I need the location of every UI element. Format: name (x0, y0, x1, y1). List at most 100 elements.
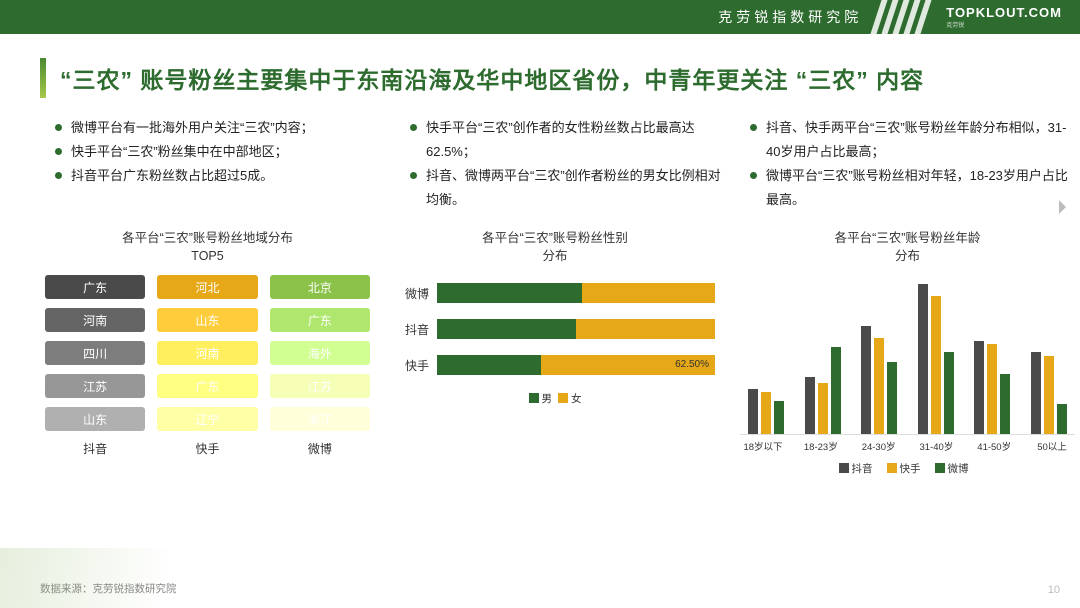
region-cell: 河南 (45, 308, 145, 332)
bullet-item: 快手平台“三农”粉丝集中在中部地区； (55, 140, 390, 164)
chart-region-top5: 各平台“三农”账号粉丝地域分布 TOP5 广东河北北京河南山东广东四川河南海外江… (45, 230, 370, 476)
gender-bar-track (437, 319, 715, 339)
institute-name: 克劳锐指数研究院 (718, 7, 862, 27)
gender-bar-row: 抖音 (395, 319, 715, 339)
age-bar (944, 352, 954, 435)
gender-seg-female (582, 283, 715, 303)
age-bar (918, 284, 928, 434)
chart3-title: 各平台“三农”账号粉丝年龄 分布 (740, 230, 1075, 265)
gender-seg-female (576, 319, 715, 339)
region-col-label: 抖音 (45, 437, 145, 459)
legend-item: 男 (529, 391, 553, 406)
gender-bar-row: 微博 (395, 283, 715, 303)
region-cell: 海外 (270, 341, 370, 365)
age-bar (818, 383, 828, 434)
age-bar-plot (740, 275, 1075, 435)
legend-item: 微博 (935, 461, 969, 476)
region-cell: 广东 (45, 275, 145, 299)
age-bar (1031, 352, 1041, 435)
region-table: 广东河北北京河南山东广东四川河南海外江苏广东江苏山东辽宁浙江 (45, 275, 370, 431)
gender-bar-label: 微博 (395, 285, 437, 302)
region-cell: 浙江 (270, 407, 370, 431)
bullet-item: 微博平台有一批海外用户关注“三农”内容； (55, 116, 390, 140)
region-col-labels: 抖音快手微博 (45, 435, 370, 459)
region-cell: 辽宁 (157, 407, 257, 431)
gender-bar-track (437, 283, 715, 303)
chart-age-grouped: 各平台“三农”账号粉丝年龄 分布 18岁以下18-23岁24-30岁31-40岁… (740, 230, 1075, 476)
data-source: 数据来源：克劳锐指数研究院 (40, 581, 177, 596)
bullets-col-1: 微博平台有一批海外用户关注“三农”内容；快手平台“三农”粉丝集中在中部地区；抖音… (55, 116, 390, 212)
age-bar (931, 296, 941, 434)
age-bar (805, 377, 815, 434)
bullets-col-3: 抖音、快手两平台“三农”账号粉丝年龄分布相似，31-40岁用户占比最高；微博平台… (750, 116, 1080, 212)
bullet-item: 抖音平台广东粉丝数占比超过5成。 (55, 164, 390, 188)
age-bar (761, 392, 771, 434)
bullets-grid: 微博平台有一批海外用户关注“三农”内容；快手平台“三农”粉丝集中在中部地区；抖音… (0, 106, 1080, 220)
age-bar-group (1027, 352, 1071, 435)
gender-bar-row: 快手 62.50% (395, 355, 715, 375)
age-bar-group (801, 347, 845, 434)
legend-item: 女 (558, 391, 582, 406)
age-bar-group (970, 341, 1014, 434)
page-number: 10 (1048, 584, 1060, 596)
region-col-label: 快手 (157, 437, 257, 459)
age-bar (748, 389, 758, 434)
gender-bar-label: 抖音 (395, 321, 437, 338)
age-bar (1044, 356, 1054, 434)
bullet-item: 抖音、微博两平台“三农”创作者粉丝的男女比例相对均衡。 (410, 164, 730, 212)
age-bar (874, 338, 884, 434)
bullet-item: 微博平台“三农”账号粉丝相对年轻，18-23岁用户占比最高。 (750, 164, 1080, 212)
gender-bar-anno: 62.50% (675, 355, 709, 375)
chart1-title: 各平台“三农”账号粉丝地域分布 TOP5 (45, 230, 370, 265)
stripe-decor (871, 0, 932, 34)
gender-bar-label: 快手 (395, 357, 437, 374)
gender-seg-male (437, 319, 576, 339)
gender-seg-male (437, 283, 582, 303)
gender-bar-track: 62.50% (437, 355, 715, 375)
legend-item: 快手 (887, 461, 921, 476)
age-xaxis: 18岁以下18-23岁24-30岁31-40岁41-50岁50以上 (740, 435, 1075, 453)
age-xaxis-label: 18岁以下 (740, 439, 786, 453)
age-bar (974, 341, 984, 434)
chart3-legend: 抖音快手微博 (740, 461, 1075, 476)
region-cell: 河南 (157, 341, 257, 365)
page-headline: “三农” 账号粉丝主要集中于东南沿海及华中地区省份，中青年更关注 “三农” 内容 (60, 61, 924, 95)
region-col-label: 微博 (270, 437, 370, 459)
region-cell: 河北 (157, 275, 257, 299)
brand-logo: TOPKLOUT.COM 克劳锐 (940, 0, 1068, 34)
chart-gender-stacked: 各平台“三农”账号粉丝性别 分布 微博抖音快手 62.50% 男女 (395, 230, 715, 476)
age-xaxis-label: 18-23岁 (798, 439, 844, 453)
top-bar: 克劳锐指数研究院 TOPKLOUT.COM 克劳锐 (0, 0, 1080, 34)
age-bar (987, 344, 997, 434)
gender-bars: 微博抖音快手 62.50% (395, 283, 715, 375)
region-cell: 山东 (45, 407, 145, 431)
legend-item: 抖音 (839, 461, 873, 476)
gender-seg-male (437, 355, 541, 375)
age-xaxis-label: 50以上 (1029, 439, 1075, 453)
bullet-item: 快手平台“三农”创作者的女性粉丝数占比最高达62.5%； (410, 116, 730, 164)
age-xaxis-label: 31-40岁 (913, 439, 959, 453)
age-bar-group (914, 284, 958, 434)
headline-wrap: “三农” 账号粉丝主要集中于东南沿海及华中地区省份，中青年更关注 “三农” 内容 (0, 34, 1080, 106)
age-bar (887, 362, 897, 434)
chart2-legend: 男女 (395, 391, 715, 406)
headline-accent-bar (40, 58, 46, 98)
region-cell: 江苏 (45, 374, 145, 398)
age-bar-group (857, 326, 901, 434)
bullets-col-2: 快手平台“三农”创作者的女性粉丝数占比最高达62.5%；抖音、微博两平台“三农”… (410, 116, 730, 212)
logo-subtext: 克劳锐 (946, 20, 1062, 29)
age-bar (831, 347, 841, 434)
age-bar (861, 326, 871, 434)
side-arrow-icon (1059, 200, 1066, 214)
region-cell: 山东 (157, 308, 257, 332)
logo-text: TOPKLOUT.COM (946, 5, 1062, 20)
age-xaxis-label: 41-50岁 (971, 439, 1017, 453)
region-cell: 四川 (45, 341, 145, 365)
chart2-title: 各平台“三农”账号粉丝性别 分布 (395, 230, 715, 265)
corner-gradient (0, 548, 240, 608)
region-cell: 江苏 (270, 374, 370, 398)
bullet-item: 抖音、快手两平台“三农”账号粉丝年龄分布相似，31-40岁用户占比最高； (750, 116, 1080, 164)
age-bar (1000, 374, 1010, 434)
region-cell: 广东 (270, 308, 370, 332)
age-bar (1057, 404, 1067, 434)
